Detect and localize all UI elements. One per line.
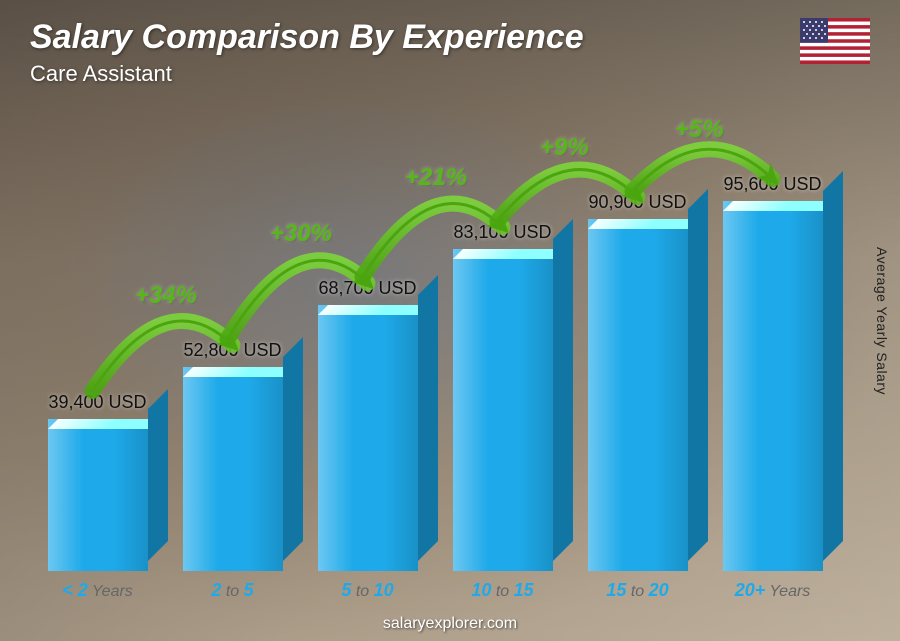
x-axis-label: 15 to 20 (578, 580, 698, 601)
bar (588, 219, 688, 571)
bar-group: 68,700 USD (308, 278, 428, 571)
x-axis-labels: < 2 Years 2 to 5 5 to 10 10 to 15 15 to 20 20… (30, 580, 840, 601)
footer-attribution: salaryexplorer.com (0, 615, 900, 633)
increment-label: +5% (675, 116, 724, 144)
bar-group: 95,600 USD (713, 174, 833, 571)
bar (453, 249, 553, 571)
bar-value-label: 90,900 USD (588, 192, 686, 213)
x-axis-label: 20+ Years (713, 580, 833, 601)
bar-group: 52,800 USD (173, 340, 293, 571)
x-axis-label: 10 to 15 (443, 580, 563, 601)
chart-area: 39,400 USD 52,800 USD 68,700 USD 83,100 … (30, 100, 840, 601)
bar-value-label: 95,600 USD (723, 174, 821, 195)
bar (48, 419, 148, 571)
bar-group: 39,400 USD (38, 392, 158, 571)
bar-group: 90,900 USD (578, 192, 698, 571)
bar (723, 201, 823, 571)
x-axis-label: < 2 Years (38, 580, 158, 601)
header: Salary Comparison By Experience Care Ass… (30, 18, 870, 87)
increment-label: +34% (135, 282, 197, 310)
y-axis-label: Average Yearly Salary (874, 247, 890, 395)
bar-group: 83,100 USD (443, 222, 563, 571)
increment-label: +9% (540, 134, 589, 162)
x-axis-label: 2 to 5 (173, 580, 293, 601)
bar-value-label: 52,800 USD (183, 340, 281, 361)
increment-label: +21% (405, 164, 467, 192)
bar (318, 305, 418, 571)
page-title: Salary Comparison By Experience (30, 18, 870, 57)
bar-value-label: 68,700 USD (318, 278, 416, 299)
increment-label: +30% (270, 220, 332, 248)
bar-value-label: 39,400 USD (48, 392, 146, 413)
country-flag-usa (800, 18, 870, 64)
page-subtitle: Care Assistant (30, 61, 870, 87)
x-axis-label: 5 to 10 (308, 580, 428, 601)
bar-value-label: 83,100 USD (453, 222, 551, 243)
bar (183, 367, 283, 571)
